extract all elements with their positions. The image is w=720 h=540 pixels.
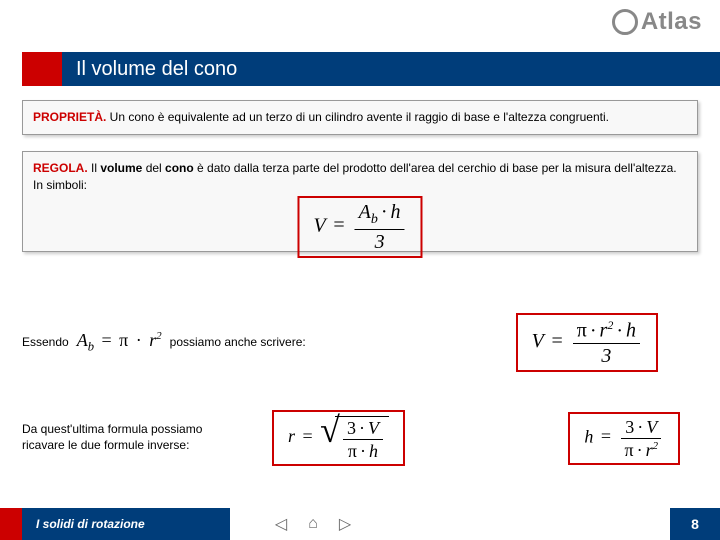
property-lead: PROPRIETÀ.	[33, 110, 106, 124]
inverse-formulas-row: Da quest'ultima formula possiamo ricavar…	[22, 410, 698, 466]
page-title: Il volume del cono	[62, 52, 720, 86]
footer-chapter-title: I solidi di rotazione	[22, 517, 145, 531]
page-number: 8	[670, 508, 720, 540]
inverse-label: Da quest'ultima formula possiamo ricavar…	[22, 422, 212, 453]
footer-accent	[0, 508, 22, 540]
derivation-row: Essendo Ab = π · r2 possiamo anche scriv…	[22, 330, 698, 355]
title-accent	[22, 52, 62, 86]
next-icon[interactable]: ▷	[334, 513, 356, 535]
brand-logo: Atlas	[612, 8, 702, 36]
footer-chapter-block: I solidi di rotazione	[0, 508, 230, 540]
footer-bar: I solidi di rotazione ◁ ⌂ ▷ 8	[0, 508, 720, 540]
formula-radius: r = √ 3·V π·h	[272, 410, 405, 466]
formula-volume-main: V = Ab·h 3	[297, 196, 422, 258]
essendo-label: Essendo	[22, 335, 69, 349]
title-bar: Il volume del cono	[0, 52, 720, 86]
formula-volume-expanded: V = π·r2·h 3	[516, 313, 658, 372]
possiamo-label: possiamo anche scrivere:	[170, 335, 306, 349]
formula-height: h = 3·V π·r2	[568, 412, 680, 465]
logo-text: Atlas	[641, 8, 702, 36]
prev-icon[interactable]: ◁	[270, 513, 292, 535]
rule-box: REGOLA. Il volume del cono è dato dalla …	[22, 151, 698, 253]
home-icon[interactable]: ⌂	[302, 513, 324, 535]
footer-nav: ◁ ⌂ ▷	[230, 508, 670, 540]
property-box: PROPRIETÀ. Un cono è equivalente ad un t…	[22, 100, 698, 135]
logo-mark	[612, 9, 638, 35]
formula-base-area: Ab = π · r2	[77, 330, 162, 355]
rule-lead: REGOLA.	[33, 161, 88, 175]
property-text: Un cono è equivalente ad un terzo di un …	[106, 110, 609, 124]
